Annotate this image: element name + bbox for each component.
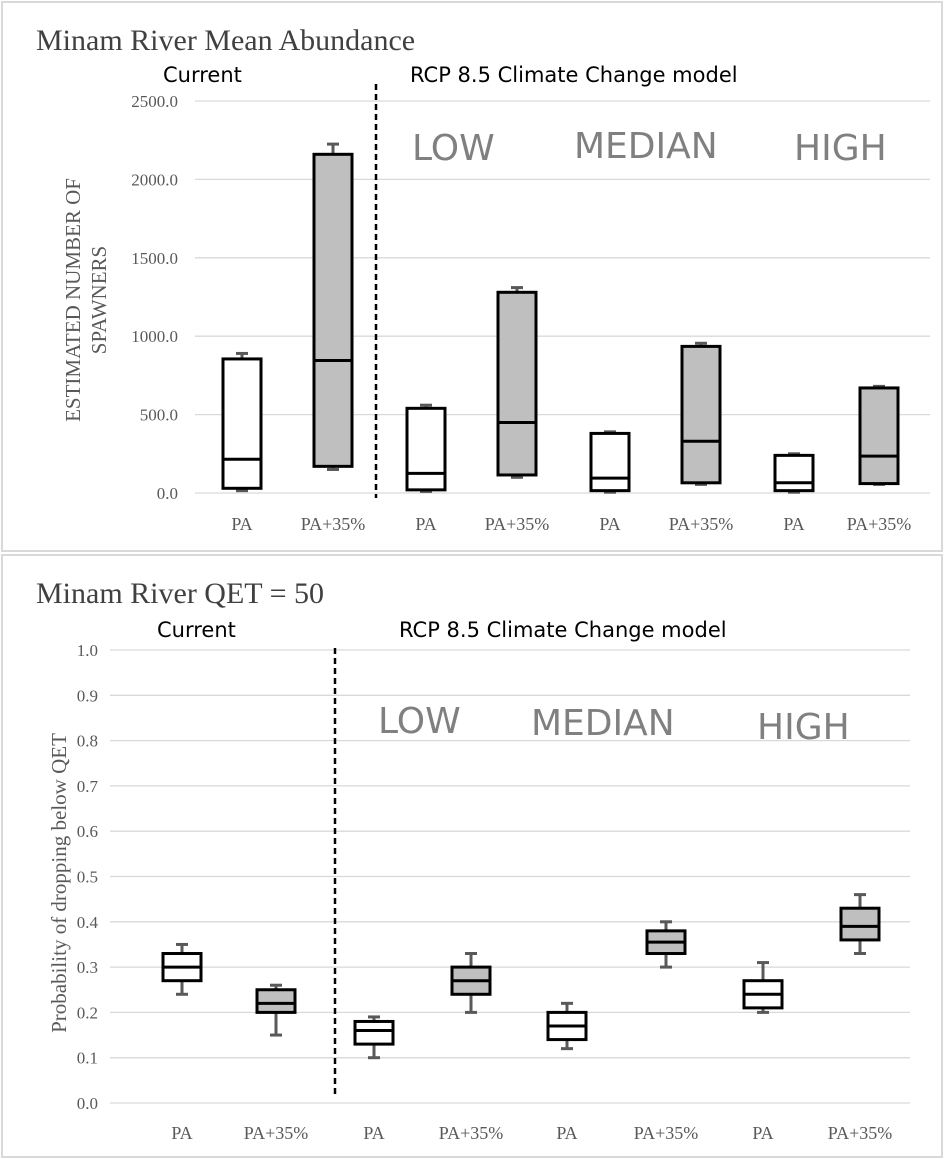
- x-category-label: PA+35%: [669, 514, 734, 534]
- abundance-chart: 0.0 500.0 1000.0 1500.0 2000.0 2500.0 Minam Ri…: [1, 1, 943, 552]
- y-tick-label: 0.9: [77, 686, 98, 705]
- box-4: [496, 290, 538, 477]
- x-category-label: PA+35%: [244, 1123, 309, 1143]
- y-tick-label: 2000.0: [131, 170, 178, 189]
- y-tick-label: 1500.0: [131, 249, 178, 268]
- scenario-label-low: LOW: [378, 701, 461, 742]
- scenario-label-median: MEDIAN: [531, 703, 675, 744]
- section-label-rcp: RCP 8.5 Climate Change model: [410, 63, 738, 87]
- x-category-label: PA+35%: [301, 514, 366, 534]
- y-tick-label: 1.0: [77, 641, 98, 660]
- x-category-label: PA: [599, 514, 620, 534]
- box-2: [312, 152, 354, 468]
- x-category-label: PA: [363, 1123, 384, 1143]
- y-tick-label: 0.6: [77, 822, 98, 841]
- x-category-label: PA+35%: [634, 1123, 699, 1143]
- x-category-label: PA+35%: [828, 1123, 893, 1143]
- y-tick-label: 2500.0: [131, 92, 178, 111]
- box-3: [405, 406, 447, 492]
- box-6: [680, 344, 722, 485]
- y-tick-label: 500.0: [140, 406, 178, 425]
- x-category-label: PA: [231, 514, 252, 534]
- box-3: [353, 1019, 395, 1046]
- x-category-label: PA: [415, 514, 436, 534]
- y-axis-label: Probability of dropping below QET: [47, 733, 71, 1033]
- x-category-label: PA: [171, 1123, 192, 1143]
- scenario-label-high: HIGH: [757, 707, 850, 748]
- y-tick-label: 0.0: [157, 484, 178, 503]
- y-axis-label: ESTIMATED NUMBER OFSPAWNERS: [61, 178, 111, 422]
- y-tick-label: 0.0: [77, 1094, 98, 1113]
- box-5: [589, 431, 631, 493]
- chart-title: Minam River QET = 50: [36, 577, 324, 610]
- qet-chart: 0.0 0.1 0.2 0.3 0.4 0.5 0.6 0.7 0.8 0.9 1.0 Minam R…: [1, 554, 943, 1158]
- y-tick-label: 0.1: [77, 1049, 98, 1068]
- y-tick-label: 0.3: [77, 958, 98, 977]
- x-category-label: PA: [783, 514, 804, 534]
- x-category-label: PA+35%: [439, 1123, 504, 1143]
- chart-border: [1, 1, 943, 552]
- qet-chart-panel: 0.0 0.1 0.2 0.3 0.4 0.5 0.6 0.7 0.8 0.9 1.0 Minam R…: [0, 553, 946, 1159]
- section-label-current: Current: [163, 63, 242, 87]
- chart-border: [1, 554, 943, 1158]
- y-tick-label: 0.8: [77, 732, 98, 751]
- box-7: [773, 453, 815, 493]
- y-tick-label: 0.5: [77, 868, 98, 887]
- y-tick-label: 0.2: [77, 1003, 98, 1022]
- box-8: [839, 906, 881, 942]
- x-category-label: PA+35%: [847, 514, 912, 534]
- scenario-label-median: MEDIAN: [574, 126, 718, 167]
- x-category-label: PA: [556, 1123, 577, 1143]
- chart-title: Minam River Mean Abundance: [36, 24, 415, 57]
- x-category-label: PA+35%: [485, 514, 550, 534]
- box-2: [255, 988, 297, 1014]
- section-label-rcp: RCP 8.5 Climate Change model: [399, 618, 727, 642]
- box-1: [221, 357, 263, 490]
- section-label-current: Current: [157, 618, 236, 642]
- scenario-label-low: LOW: [412, 128, 495, 169]
- y-tick-label: 0.4: [77, 913, 99, 932]
- abundance-chart-panel: 0.0 500.0 1000.0 1500.0 2000.0 2500.0 Minam Ri…: [0, 0, 946, 553]
- box-8: [858, 386, 900, 486]
- y-tick-label: 0.7: [77, 777, 99, 796]
- y-tick-label: 1000.0: [131, 327, 178, 346]
- x-category-label: PA: [752, 1123, 773, 1143]
- scenario-label-high: HIGH: [794, 128, 887, 169]
